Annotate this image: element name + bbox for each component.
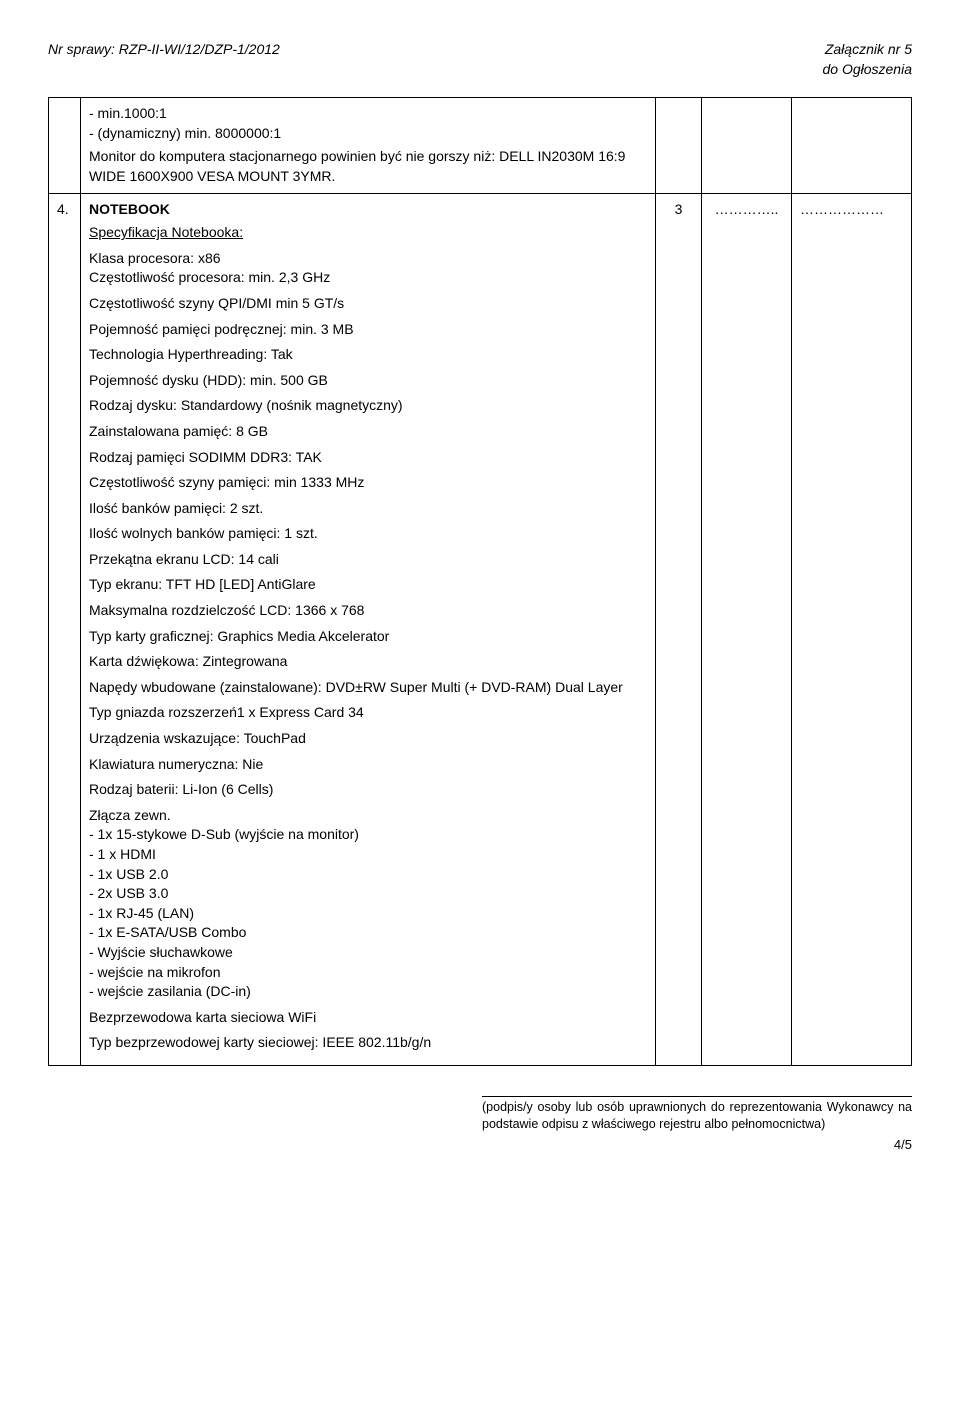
spec-item: Ilość banków pamięci: 2 szt. <box>89 499 647 519</box>
spec-item: Karta dźwiękowa: Zintegrowana <box>89 652 647 672</box>
tail-container: Bezprzewodowa karta sieciowa WiFi Typ bez… <box>89 1008 647 1053</box>
page-header: Nr sprawy: RZP-II-WI/12/DZP-1/2012 Załąc… <box>48 40 912 79</box>
header-right: Załącznik nr 5 do Ogłoszenia <box>822 40 912 79</box>
spec-item: Przekątna ekranu LCD: 14 cali <box>89 550 647 570</box>
specs-container: Klasa procesora: x86Częstotliwość proces… <box>89 249 647 800</box>
spec-item: Częstotliwość szyny pamięci: min 1333 MH… <box>89 473 647 493</box>
signature-line <box>482 1096 912 1097</box>
footer-area: (podpis/y osoby lub osób uprawnionych do… <box>48 1096 912 1154</box>
connector-item: - wejście na mikrofon <box>89 963 647 983</box>
footer-text: (podpis/y osoby lub osób uprawnionych do… <box>482 1099 912 1134</box>
spec-item: Typ gniazda rozszerzeń1 x Express Card 3… <box>89 703 647 723</box>
row1-line: - min.1000:1 <box>89 104 647 124</box>
connector-item: - 2x USB 3.0 <box>89 884 647 904</box>
row1-line: Monitor do komputera stacjonarnego powin… <box>89 147 647 186</box>
connectors-container: - 1x 15-stykowe D-Sub (wyjście na monito… <box>89 825 647 1001</box>
spec-item: Rodzaj pamięci SODIMM DDR3: TAK <box>89 448 647 468</box>
table-row: 4. NOTEBOOK Specyfikacja Notebooka: Klas… <box>49 193 912 1065</box>
connector-item: - 1x E-SATA/USB Combo <box>89 923 647 943</box>
spec-item: Technologia Hyperthreading: Tak <box>89 345 647 365</box>
row2-num: 4. <box>49 193 81 1065</box>
connector-item: - 1x RJ-45 (LAN) <box>89 904 647 924</box>
spec-item: Ilość wolnych banków pamięci: 1 szt. <box>89 524 647 544</box>
row1-blank <box>792 98 912 193</box>
spec-item: Napędy wbudowane (zainstalowane): DVD±RW… <box>89 678 647 698</box>
spec-item: Rodzaj dysku: Standardowy (nośnik magnet… <box>89 396 647 416</box>
row1-line: - (dynamiczny) min. 8000000:1 <box>89 124 647 144</box>
spec-item: Zainstalowana pamięć: 8 GB <box>89 422 647 442</box>
spec-item: Typ karty graficznej: Graphics Media Akc… <box>89 627 647 647</box>
notebook-title: NOTEBOOK <box>89 200 647 220</box>
spec-item: Klasa procesora: x86Częstotliwość proces… <box>89 249 647 288</box>
header-right-line2: do Ogłoszenia <box>822 60 912 80</box>
spec-item: Urządzenia wskazujące: TouchPad <box>89 729 647 749</box>
spec-item: Typ ekranu: TFT HD [LED] AntiGlare <box>89 575 647 595</box>
footer-box: (podpis/y osoby lub osób uprawnionych do… <box>482 1096 912 1154</box>
row2-blank: ……………… <box>792 193 912 1065</box>
row1-num <box>49 98 81 193</box>
header-left: Nr sprawy: RZP-II-WI/12/DZP-1/2012 <box>48 40 280 79</box>
tail-item: Typ bezprzewodowej karty sieciowej: IEEE… <box>89 1033 647 1053</box>
header-right-line1: Załącznik nr 5 <box>822 40 912 60</box>
row1-dot <box>702 98 792 193</box>
spec-item: Maksymalna rozdzielczość LCD: 1366 x 768 <box>89 601 647 621</box>
connector-item: - 1x USB 2.0 <box>89 865 647 885</box>
page-number: 4/5 <box>482 1136 912 1154</box>
row2-dot: ………….. <box>702 193 792 1065</box>
spec-item: Częstotliwość szyny QPI/DMI min 5 GT/s <box>89 294 647 314</box>
connector-item: - 1 x HDMI <box>89 845 647 865</box>
spec-item: Pojemność dysku (HDD): min. 500 GB <box>89 371 647 391</box>
connector-item: - wejście zasilania (DC-in) <box>89 982 647 1002</box>
row2-desc: NOTEBOOK Specyfikacja Notebooka: Klasa p… <box>81 193 656 1065</box>
row1-desc: - min.1000:1 - (dynamiczny) min. 8000000… <box>81 98 656 193</box>
connector-item: - 1x 15-stykowe D-Sub (wyjście na monito… <box>89 825 647 845</box>
spec-item: Pojemność pamięci podręcznej: min. 3 MB <box>89 320 647 340</box>
spec-item: Rodzaj baterii: Li-Ion (6 Cells) <box>89 780 647 800</box>
connector-item: - Wyjście słuchawkowe <box>89 943 647 963</box>
row1-qty <box>656 98 702 193</box>
table-row: - min.1000:1 - (dynamiczny) min. 8000000… <box>49 98 912 193</box>
spec-label: Specyfikacja Notebooka: <box>89 223 647 243</box>
spec-table: - min.1000:1 - (dynamiczny) min. 8000000… <box>48 97 912 1066</box>
spec-item: Klawiatura numeryczna: Nie <box>89 755 647 775</box>
connectors-label: Złącza zewn. <box>89 806 647 826</box>
row2-qty: 3 <box>656 193 702 1065</box>
connectors-block: Złącza zewn. - 1x 15-stykowe D-Sub (wyjś… <box>89 806 647 1002</box>
tail-item: Bezprzewodowa karta sieciowa WiFi <box>89 1008 647 1028</box>
